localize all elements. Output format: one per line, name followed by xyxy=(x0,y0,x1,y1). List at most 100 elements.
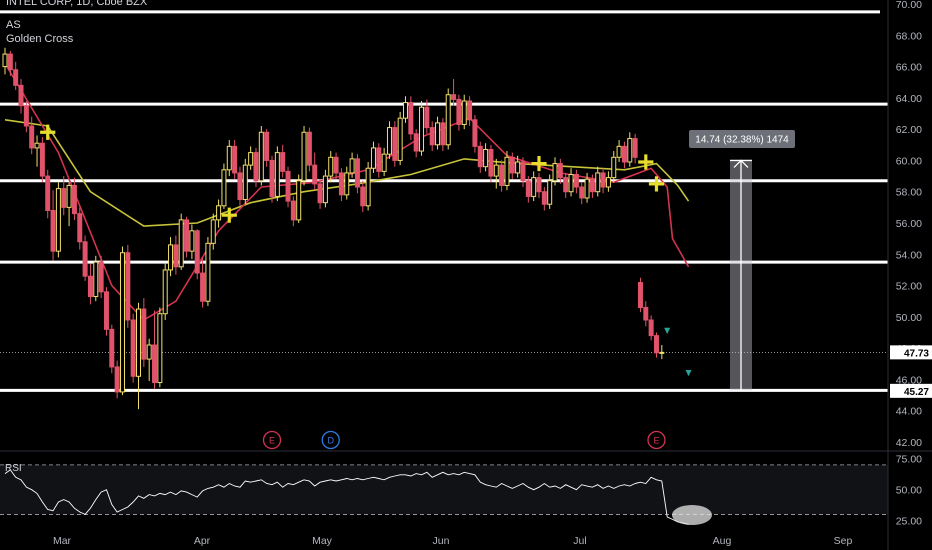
candle-body xyxy=(130,319,136,377)
price-tick-label: 54.00 xyxy=(896,249,922,261)
candle-body xyxy=(493,164,499,177)
candle-body xyxy=(87,275,93,298)
candle-body xyxy=(34,142,40,149)
candle-body xyxy=(312,164,318,185)
candle-body xyxy=(413,133,419,152)
event-marker-label: E xyxy=(269,436,275,446)
golden-cross-markers xyxy=(40,124,692,377)
candle-body xyxy=(643,306,649,321)
last-price-tag-box xyxy=(890,345,932,360)
candle-body xyxy=(360,186,366,207)
earnings-marker xyxy=(647,430,666,450)
price-range-measure xyxy=(730,159,752,392)
candle-body xyxy=(552,163,558,182)
candle-body xyxy=(253,152,259,182)
candle-body xyxy=(419,106,425,152)
candle-body xyxy=(520,161,526,182)
candle-body xyxy=(472,119,478,147)
candle-body xyxy=(392,127,398,161)
candle-body xyxy=(45,175,51,211)
cross-marker-icon xyxy=(40,124,56,140)
candle-body xyxy=(125,252,131,321)
candle-body xyxy=(515,161,521,174)
measure-label: 14.74 (32.38%) 1474 xyxy=(689,130,795,148)
candle-body xyxy=(381,153,387,172)
candle-body xyxy=(7,53,13,71)
candle-body xyxy=(579,186,585,199)
measure-arrow-icon xyxy=(733,159,749,168)
candle-body xyxy=(221,169,227,207)
candle-body xyxy=(194,230,200,274)
candle-body xyxy=(557,163,563,179)
candle-body xyxy=(365,167,371,207)
candle-body xyxy=(109,328,115,368)
candle-body xyxy=(280,152,286,172)
down-arrow-icon xyxy=(664,327,671,335)
candle-body xyxy=(216,205,222,221)
candle-body xyxy=(66,184,72,208)
time-axis: Mar Apr May Jun Jul Aug Sep xyxy=(53,535,853,547)
price-tick-label: 52.00 xyxy=(896,281,922,293)
price-tick-label: 60.00 xyxy=(896,155,922,167)
time-tick-label: Mar xyxy=(53,535,72,547)
time-tick-label: Sep xyxy=(834,535,853,547)
candle-body xyxy=(114,366,120,393)
candle-body xyxy=(376,147,382,172)
candle-body xyxy=(659,351,665,354)
candle-body xyxy=(77,213,83,243)
price-tick-label: 70.00 xyxy=(896,0,922,11)
candle-body xyxy=(264,131,270,161)
candle-body xyxy=(248,152,254,166)
candle-body xyxy=(461,100,467,125)
rsi-tick-label: 50.00 xyxy=(896,485,922,497)
candle-body xyxy=(653,335,659,354)
candle-body xyxy=(541,191,547,205)
candle-body xyxy=(477,145,483,168)
cross-marker-icon xyxy=(221,207,237,223)
candle-body xyxy=(237,172,243,201)
price-tick-label: 56.00 xyxy=(896,218,922,230)
rsi-tick-label: 25.00 xyxy=(896,516,922,528)
candle-body xyxy=(274,152,280,197)
candle-body xyxy=(93,261,99,298)
candle-body xyxy=(370,147,376,169)
price-tick-label: 66.00 xyxy=(896,62,922,74)
candle-body xyxy=(157,313,163,384)
candle-body xyxy=(50,209,56,252)
cross-marker-icon xyxy=(638,154,654,170)
candle-body xyxy=(301,131,307,182)
candle-body xyxy=(13,69,19,86)
candle-body xyxy=(61,188,67,208)
candle-body xyxy=(2,53,8,68)
candle-body xyxy=(509,156,515,174)
price-tick-label: 42.00 xyxy=(896,437,922,449)
indicator-label-as[interactable]: AS xyxy=(6,19,21,31)
candle-body xyxy=(611,156,617,179)
candle-body xyxy=(456,98,462,125)
candle-body xyxy=(648,319,654,337)
candle-body xyxy=(242,164,248,201)
candle-body xyxy=(232,145,238,174)
candle-body xyxy=(71,184,77,215)
candle-body xyxy=(184,219,190,252)
candle-body xyxy=(141,308,147,360)
candle-body xyxy=(605,177,611,188)
candle-body xyxy=(451,94,457,100)
candle-body xyxy=(296,180,302,221)
candle-body xyxy=(205,242,211,302)
price-tick-label: 46.00 xyxy=(896,374,922,386)
candle-body xyxy=(23,105,29,127)
candle-body xyxy=(136,308,141,377)
candle-body xyxy=(499,164,505,186)
rsi-line xyxy=(4,469,689,525)
candle-body xyxy=(349,158,355,174)
candle-body xyxy=(435,122,441,146)
indicator-label-golden-cross[interactable]: Golden Cross xyxy=(6,33,74,45)
candle-body xyxy=(152,344,158,384)
earnings-marker xyxy=(262,430,282,450)
candle-body xyxy=(573,174,579,188)
down-arrow-icon xyxy=(685,370,692,377)
candle-body xyxy=(536,177,542,193)
candle-body xyxy=(344,172,350,196)
